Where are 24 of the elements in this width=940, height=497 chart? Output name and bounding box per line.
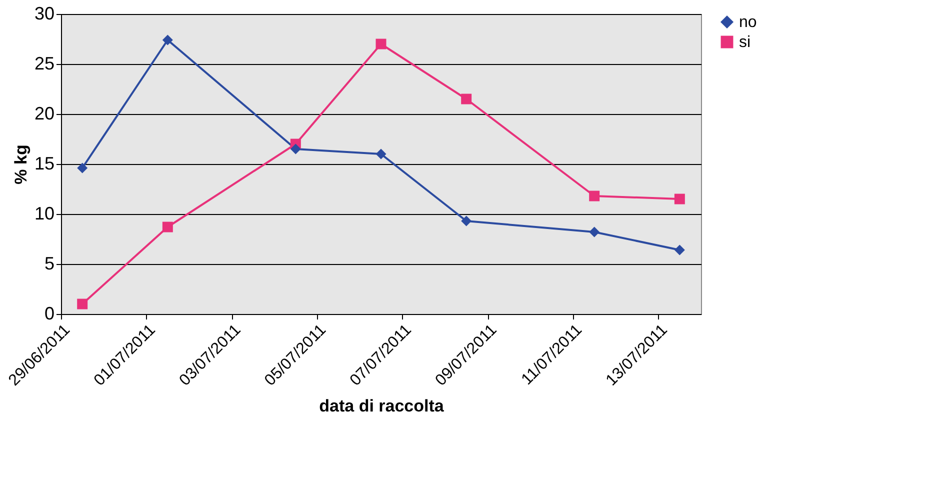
point (77, 298, 88, 310)
y-tick-label: 15 (34, 154, 54, 174)
point (674, 194, 685, 204)
point (162, 222, 173, 232)
legend-label: si (739, 34, 751, 51)
point (77, 162, 88, 174)
point (376, 148, 386, 160)
y-tick-label: 10 (34, 204, 54, 224)
point (461, 216, 472, 226)
y-tick-label: 25 (34, 54, 54, 74)
point (376, 38, 386, 50)
y-tick-label: 20 (34, 104, 54, 124)
legend-label: no (739, 14, 757, 31)
point (589, 190, 600, 202)
point (162, 34, 173, 46)
y-tick-label: 30 (34, 4, 54, 24)
point (589, 226, 600, 238)
y-tick-label: 0 (44, 304, 54, 324)
y-axis-title: % kg (11, 144, 30, 184)
point (290, 144, 301, 154)
y-tick-label: 5 (44, 254, 54, 274)
point (674, 244, 685, 256)
point (461, 94, 472, 104)
x-axis-title: data di raccolta (319, 396, 444, 416)
